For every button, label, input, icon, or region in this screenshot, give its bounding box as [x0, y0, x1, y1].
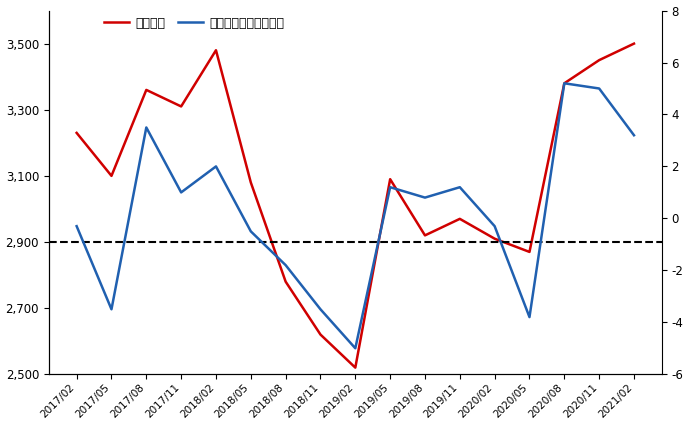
上证指数 [72, 130, 81, 136]
上证指数 [247, 180, 255, 185]
金鹰宏观经济晴雨指数 [177, 190, 185, 195]
上证指数 [316, 332, 325, 337]
上证指数 [177, 104, 185, 109]
金鹰宏观经济晴雨指数 [282, 263, 290, 268]
上证指数 [595, 58, 604, 63]
上证指数 [525, 249, 533, 255]
上证指数 [455, 216, 464, 221]
金鹰宏观经济晴雨指数 [560, 81, 568, 86]
金鹰宏观经济晴雨指数 [351, 346, 360, 351]
金鹰宏观经济晴雨指数 [491, 224, 499, 229]
金鹰宏观经济晴雨指数 [630, 133, 638, 138]
上证指数 [491, 236, 499, 241]
上证指数 [560, 81, 568, 86]
金鹰宏观经济晴雨指数 [421, 195, 429, 200]
金鹰宏观经济晴雨指数 [212, 164, 220, 169]
金鹰宏观经济晴雨指数 [107, 307, 116, 312]
金鹰宏观经济晴雨指数 [142, 125, 150, 130]
上证指数 [630, 41, 638, 46]
上证指数 [142, 88, 150, 93]
金鹰宏观经济晴雨指数 [72, 224, 81, 229]
金鹰宏观经济晴雨指数 [525, 314, 533, 320]
Line: 上证指数: 上证指数 [76, 44, 634, 368]
上证指数 [351, 365, 360, 370]
金鹰宏观经济晴雨指数 [386, 184, 394, 190]
金鹰宏观经济晴雨指数 [595, 86, 604, 91]
Legend: 上证指数, 金鹰宏观经济晴雨指数: 上证指数, 金鹰宏观经济晴雨指数 [104, 17, 284, 30]
金鹰宏观经济晴雨指数 [316, 307, 325, 312]
上证指数 [212, 48, 220, 53]
金鹰宏观经济晴雨指数 [247, 229, 255, 234]
上证指数 [421, 233, 429, 238]
Line: 金鹰宏观经济晴雨指数: 金鹰宏观经济晴雨指数 [76, 83, 634, 348]
上证指数 [282, 279, 290, 284]
金鹰宏观经济晴雨指数 [455, 184, 464, 190]
上证指数 [386, 177, 394, 182]
上证指数 [107, 173, 116, 178]
